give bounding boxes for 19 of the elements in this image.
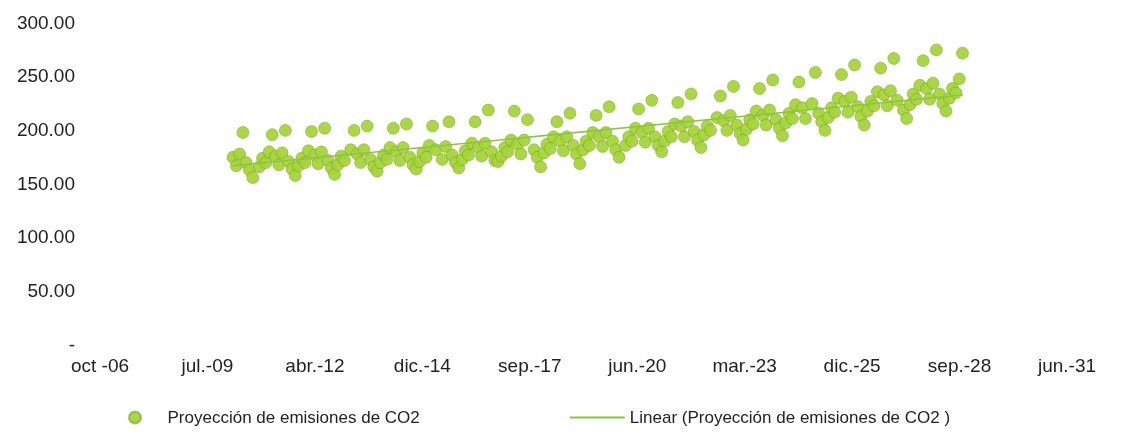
y-tick-label: 50.00: [27, 279, 75, 301]
y-tick-label: 250.00: [16, 65, 75, 87]
legend-label: Linear (Proyección de emisiones de CO2 ): [629, 408, 951, 427]
x-tick-label: sep.-17: [498, 355, 562, 376]
x-tick-label: dic.-25: [823, 355, 881, 376]
y-tick-label: 100.00: [16, 226, 75, 248]
x-tick-label: jun.-31: [1036, 355, 1097, 376]
y-tick-label: 150.00: [16, 172, 75, 194]
x-tick-label: jun.-20: [607, 355, 667, 376]
x-tick-label: mar.-23: [712, 355, 777, 376]
x-tick-label: oct -06: [70, 355, 130, 376]
y-tick-label: 200.00: [16, 118, 75, 140]
x-tick-label: dic.-14: [393, 355, 452, 376]
y-tick-label: 300.00: [16, 11, 75, 33]
x-tick-label: sep.-28: [927, 355, 992, 376]
x-tick-label: jul.-09: [180, 355, 234, 376]
x-tick-label: abr.-12: [285, 355, 345, 376]
y-tick-label: -: [68, 333, 75, 355]
legend-label: Proyección de emisiones de CO2: [167, 408, 420, 427]
